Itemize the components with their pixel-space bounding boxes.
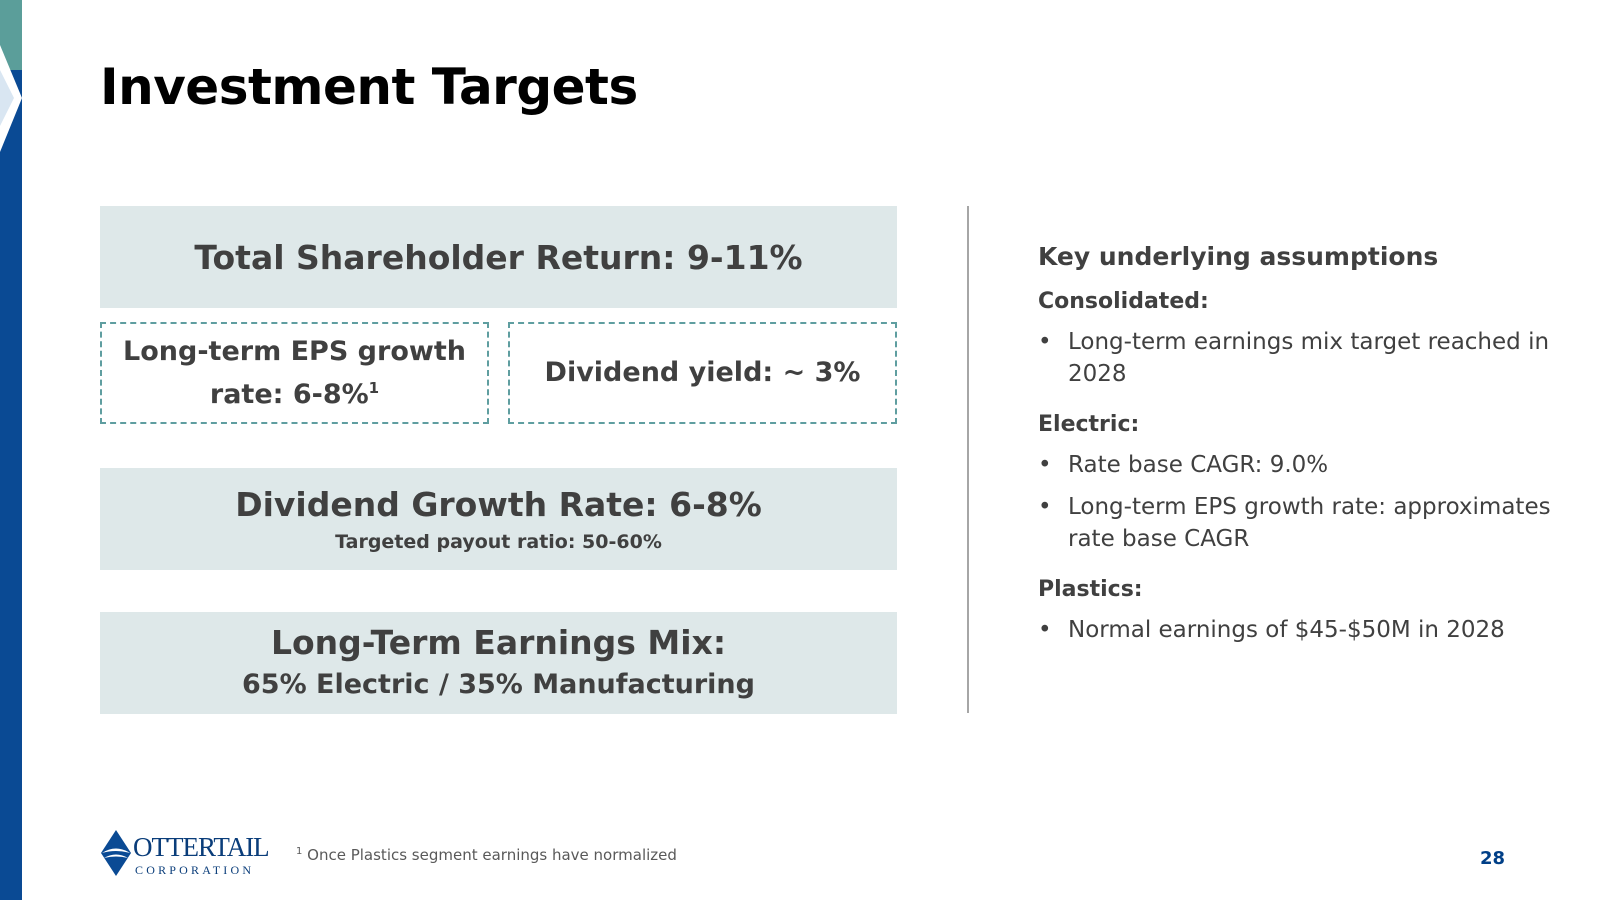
- bullet-text: Long-term earnings mix target reached in…: [1068, 329, 1550, 387]
- vertical-divider: [967, 206, 969, 713]
- footnote-marker: 1: [296, 846, 303, 857]
- list-item: • Long-term EPS growth rate: approximates…: [1038, 491, 1558, 555]
- list-item: • Long-term earnings mix target reached i…: [1038, 326, 1558, 390]
- bullet-list-plastics: • Normal earnings of $45-$50M in 2028: [1038, 614, 1558, 646]
- earnings-mix-box: Long-Term Earnings Mix: 65% Electric / 3…: [100, 612, 897, 714]
- bullet-icon: •: [1038, 329, 1052, 355]
- list-item: • Rate base CAGR: 9.0%: [1038, 449, 1558, 481]
- payout-ratio-text: Targeted payout ratio: 50-60%: [335, 531, 662, 553]
- logo-subtitle: CORPORATION: [135, 863, 254, 877]
- eps-footnote-marker: 1: [368, 378, 380, 397]
- list-item: • Normal earnings of $45-$50M in 2028: [1038, 614, 1558, 646]
- bullet-text: Normal earnings of $45-$50M in 2028: [1068, 617, 1505, 643]
- bullet-text: Rate base CAGR: 9.0%: [1068, 452, 1329, 478]
- page-number: 28: [1480, 848, 1506, 869]
- bullet-list-consolidated: • Long-term earnings mix target reached i…: [1038, 326, 1558, 390]
- side-accent-bar: [0, 0, 22, 900]
- eps-value: rate: 6-8%: [209, 378, 369, 410]
- dividend-yield-text: Dividend yield: ~ 3%: [544, 357, 861, 388]
- dividend-growth-text: Dividend Growth Rate: 6-8%: [235, 485, 762, 524]
- page-title: Investment Targets: [100, 58, 638, 116]
- bullet-icon: •: [1038, 494, 1052, 520]
- section-label-consolidated: Consolidated:: [1038, 289, 1209, 314]
- bullet-list-electric: • Rate base CAGR: 9.0% • Long-term EPS gro…: [1038, 449, 1558, 555]
- footnote: 1 Once Plastics segment earnings have no…: [296, 846, 677, 864]
- logo-wordmark: OTTERTAIL: [133, 832, 269, 862]
- logo-diamond-icon: [101, 830, 131, 876]
- eps-growth-box: Long-term EPS growth rate: 6-8%1: [100, 322, 489, 424]
- earnings-mix-value: 65% Electric / 35% Manufacturing: [242, 669, 755, 700]
- earnings-mix-title: Long-Term Earnings Mix:: [270, 623, 727, 662]
- ottertail-logo: OTTERTAIL CORPORATION: [101, 830, 270, 877]
- eps-line-1: Long-term EPS growth: [123, 335, 466, 367]
- section-label-electric: Electric:: [1038, 412, 1140, 437]
- dividend-yield-box: Dividend yield: ~ 3%: [508, 322, 897, 424]
- dividend-growth-box: Dividend Growth Rate: 6-8% Targeted payo…: [100, 468, 897, 570]
- eps-line-2: rate: 6-8%1: [210, 370, 379, 413]
- footnote-text: Once Plastics segment earnings have norm…: [307, 846, 677, 864]
- total-shareholder-return-box: Total Shareholder Return: 9-11%: [100, 206, 897, 308]
- bullet-text: Long-term EPS growth rate: approximates …: [1068, 494, 1551, 552]
- bullet-icon: •: [1038, 617, 1052, 643]
- bullet-icon: •: [1038, 452, 1052, 478]
- section-label-plastics: Plastics:: [1038, 577, 1143, 602]
- assumptions-panel: Key underlying assumptions Consolidated:…: [1038, 242, 1558, 668]
- tsr-text: Total Shareholder Return: 9-11%: [194, 237, 803, 277]
- assumptions-title: Key underlying assumptions: [1038, 242, 1439, 271]
